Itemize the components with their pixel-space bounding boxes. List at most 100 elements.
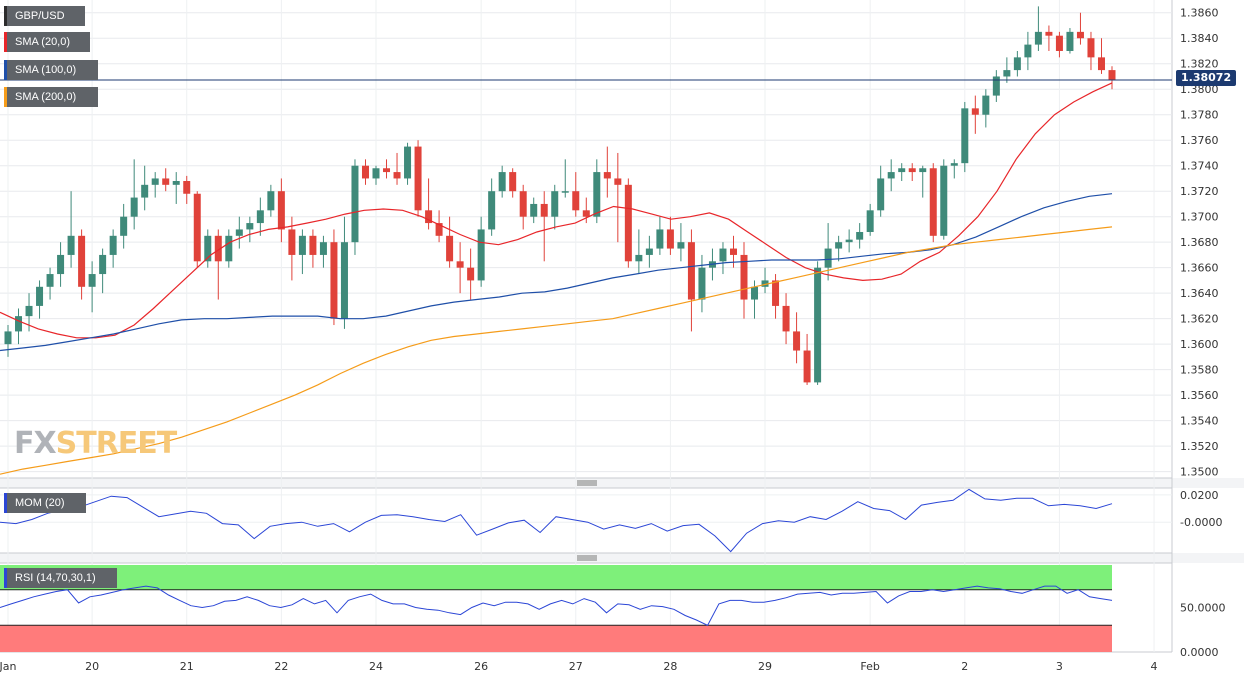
price-tick-label: 1.3840: [1180, 32, 1219, 45]
time-tick-label: 22: [274, 660, 288, 673]
candle: [761, 280, 769, 287]
price-tick-label: 1.3760: [1180, 134, 1219, 147]
candle: [383, 168, 391, 173]
sma20-label[interactable]: SMA (20,0): [4, 32, 90, 52]
candle: [561, 191, 569, 193]
candle: [603, 172, 611, 179]
sma100-line: [0, 193, 1113, 352]
candle: [856, 231, 864, 240]
candle: [193, 193, 201, 262]
candle: [698, 267, 706, 300]
candle: [645, 248, 653, 255]
candle: [4, 331, 12, 345]
candle: [908, 168, 916, 173]
candle: [729, 248, 737, 255]
candle: [929, 168, 937, 236]
symbol-label[interactable]: GBP/USD: [4, 6, 85, 26]
candle: [256, 210, 264, 224]
candle: [782, 305, 790, 332]
candle: [866, 210, 874, 232]
price-tick-label: 1.3500: [1180, 466, 1219, 479]
candle: [15, 316, 23, 332]
candle: [393, 172, 401, 179]
rsi-pane[interactable]: [0, 565, 1113, 652]
candle: [204, 235, 212, 262]
price-pane[interactable]: [0, 6, 1172, 475]
candle: [719, 248, 727, 262]
candle: [141, 184, 149, 198]
candle: [687, 242, 695, 300]
price-tick-label: 1.3780: [1180, 109, 1219, 122]
price-tick-label: 1.3640: [1180, 287, 1219, 300]
price-tick-label: 1.3700: [1180, 211, 1219, 224]
pane-separator: [0, 478, 1244, 488]
price-tick-label: 1.3800: [1180, 83, 1219, 96]
candle: [1024, 44, 1032, 58]
candle: [130, 197, 138, 217]
candle: [582, 210, 590, 217]
candle: [1034, 31, 1042, 45]
candle: [414, 146, 422, 211]
rsi-label[interactable]: RSI (14,70,30,1): [4, 568, 117, 588]
time-tick-label: 4: [1151, 660, 1158, 673]
candle: [404, 146, 412, 179]
fxstreet-watermark: FXSTREET: [14, 426, 177, 461]
candle: [172, 181, 180, 185]
candle: [361, 165, 369, 179]
candle: [446, 235, 454, 262]
candle: [99, 254, 107, 275]
candle: [793, 331, 801, 351]
price-tick-label: 1.3720: [1180, 185, 1219, 198]
candle: [824, 248, 832, 268]
time-tick-label: 24: [369, 660, 383, 673]
candle: [435, 223, 443, 236]
price-tick-label: 1.3660: [1180, 262, 1219, 275]
pane-separator: [0, 553, 1244, 563]
mom-label[interactable]: MOM (20): [4, 493, 86, 513]
candle: [183, 181, 191, 194]
candle: [740, 254, 748, 300]
candle: [1097, 57, 1105, 71]
candle: [803, 350, 811, 383]
candle: [319, 242, 327, 255]
candle: [1045, 31, 1053, 36]
candle: [624, 184, 632, 262]
mom-tick-label: -0.0000: [1180, 516, 1222, 529]
candle: [88, 274, 96, 287]
candle: [25, 305, 33, 317]
sma200-label[interactable]: SMA (200,0): [4, 87, 98, 107]
candle: [498, 172, 506, 192]
candle: [887, 172, 895, 179]
sma100-label[interactable]: SMA (100,0): [4, 60, 98, 80]
candle: [992, 76, 1000, 96]
candle: [151, 178, 159, 185]
time-tick-label: 28: [663, 660, 677, 673]
candle: [1076, 31, 1084, 39]
candle: [877, 178, 885, 211]
momentum-pane[interactable]: [0, 488, 1113, 553]
candle: [425, 210, 433, 224]
candle: [677, 242, 685, 249]
candle: [1087, 38, 1095, 58]
candle: [614, 178, 622, 185]
candle: [340, 242, 348, 319]
price-axis[interactable]: 1.3860 1.3840 1.3820 1.3800 1.3780 1.3760 1.37…: [1180, 7, 1226, 659]
price-tick-label: 1.3860: [1180, 7, 1219, 20]
candle: [982, 95, 990, 115]
candle: [835, 242, 843, 249]
candle: [1013, 57, 1021, 71]
candle: [36, 286, 44, 306]
candle: [298, 235, 306, 255]
time-tick-label: 21: [180, 660, 194, 673]
candle: [1108, 70, 1116, 81]
candle: [1055, 35, 1063, 51]
time-tick-label: 29: [758, 660, 772, 673]
price-tick-label: 1.3600: [1180, 338, 1219, 351]
rsi-line: [0, 585, 1113, 626]
candle: [519, 191, 527, 217]
candle: [488, 191, 496, 230]
time-tick-label: 3: [1056, 660, 1063, 673]
time-axis[interactable]: Jan2021222426272829Feb2345789101112: [0, 660, 1244, 673]
candle: [277, 191, 285, 230]
